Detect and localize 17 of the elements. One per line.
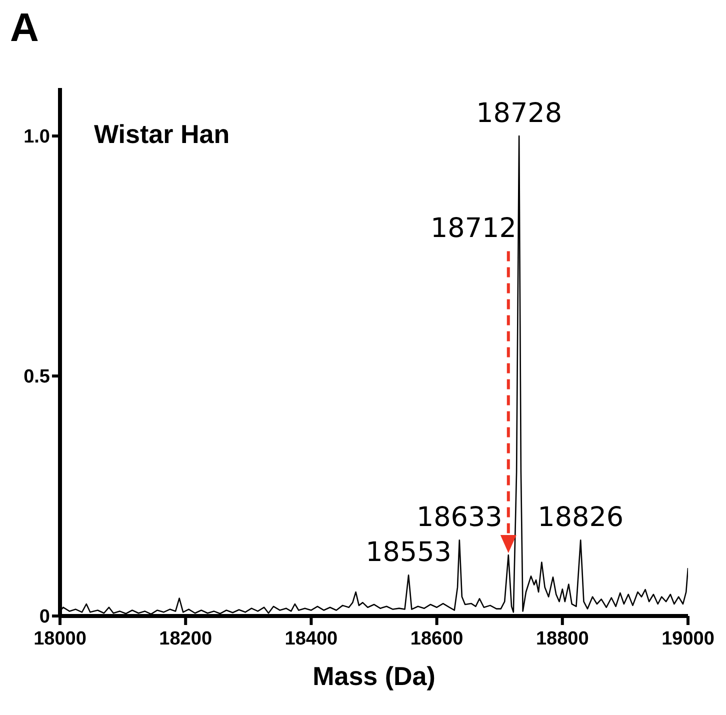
y-tick-label: 0: [39, 606, 50, 628]
chart-title: A: [9, 6, 40, 50]
x-tick-label: 18600: [410, 628, 464, 650]
annotation: 18826: [538, 502, 624, 534]
annotation: 18728: [476, 98, 562, 129]
annotation: 18553: [366, 537, 452, 568]
x-tick-label: 18000: [34, 628, 86, 650]
y-tick-label: 1.0: [24, 126, 50, 148]
x-tick-label: 18800: [536, 628, 589, 650]
x-axis-title: Mass (Da): [312, 661, 436, 692]
x-tick-label: 18200: [159, 628, 212, 650]
annotation: 18633: [416, 502, 502, 534]
annotation: 18712: [430, 213, 516, 244]
x-tick-label: 18400: [284, 628, 338, 650]
y-tick-label: 0.5: [24, 366, 50, 388]
annotation: Wistar Han: [94, 119, 230, 149]
x-tick-label: 19000: [662, 628, 714, 650]
